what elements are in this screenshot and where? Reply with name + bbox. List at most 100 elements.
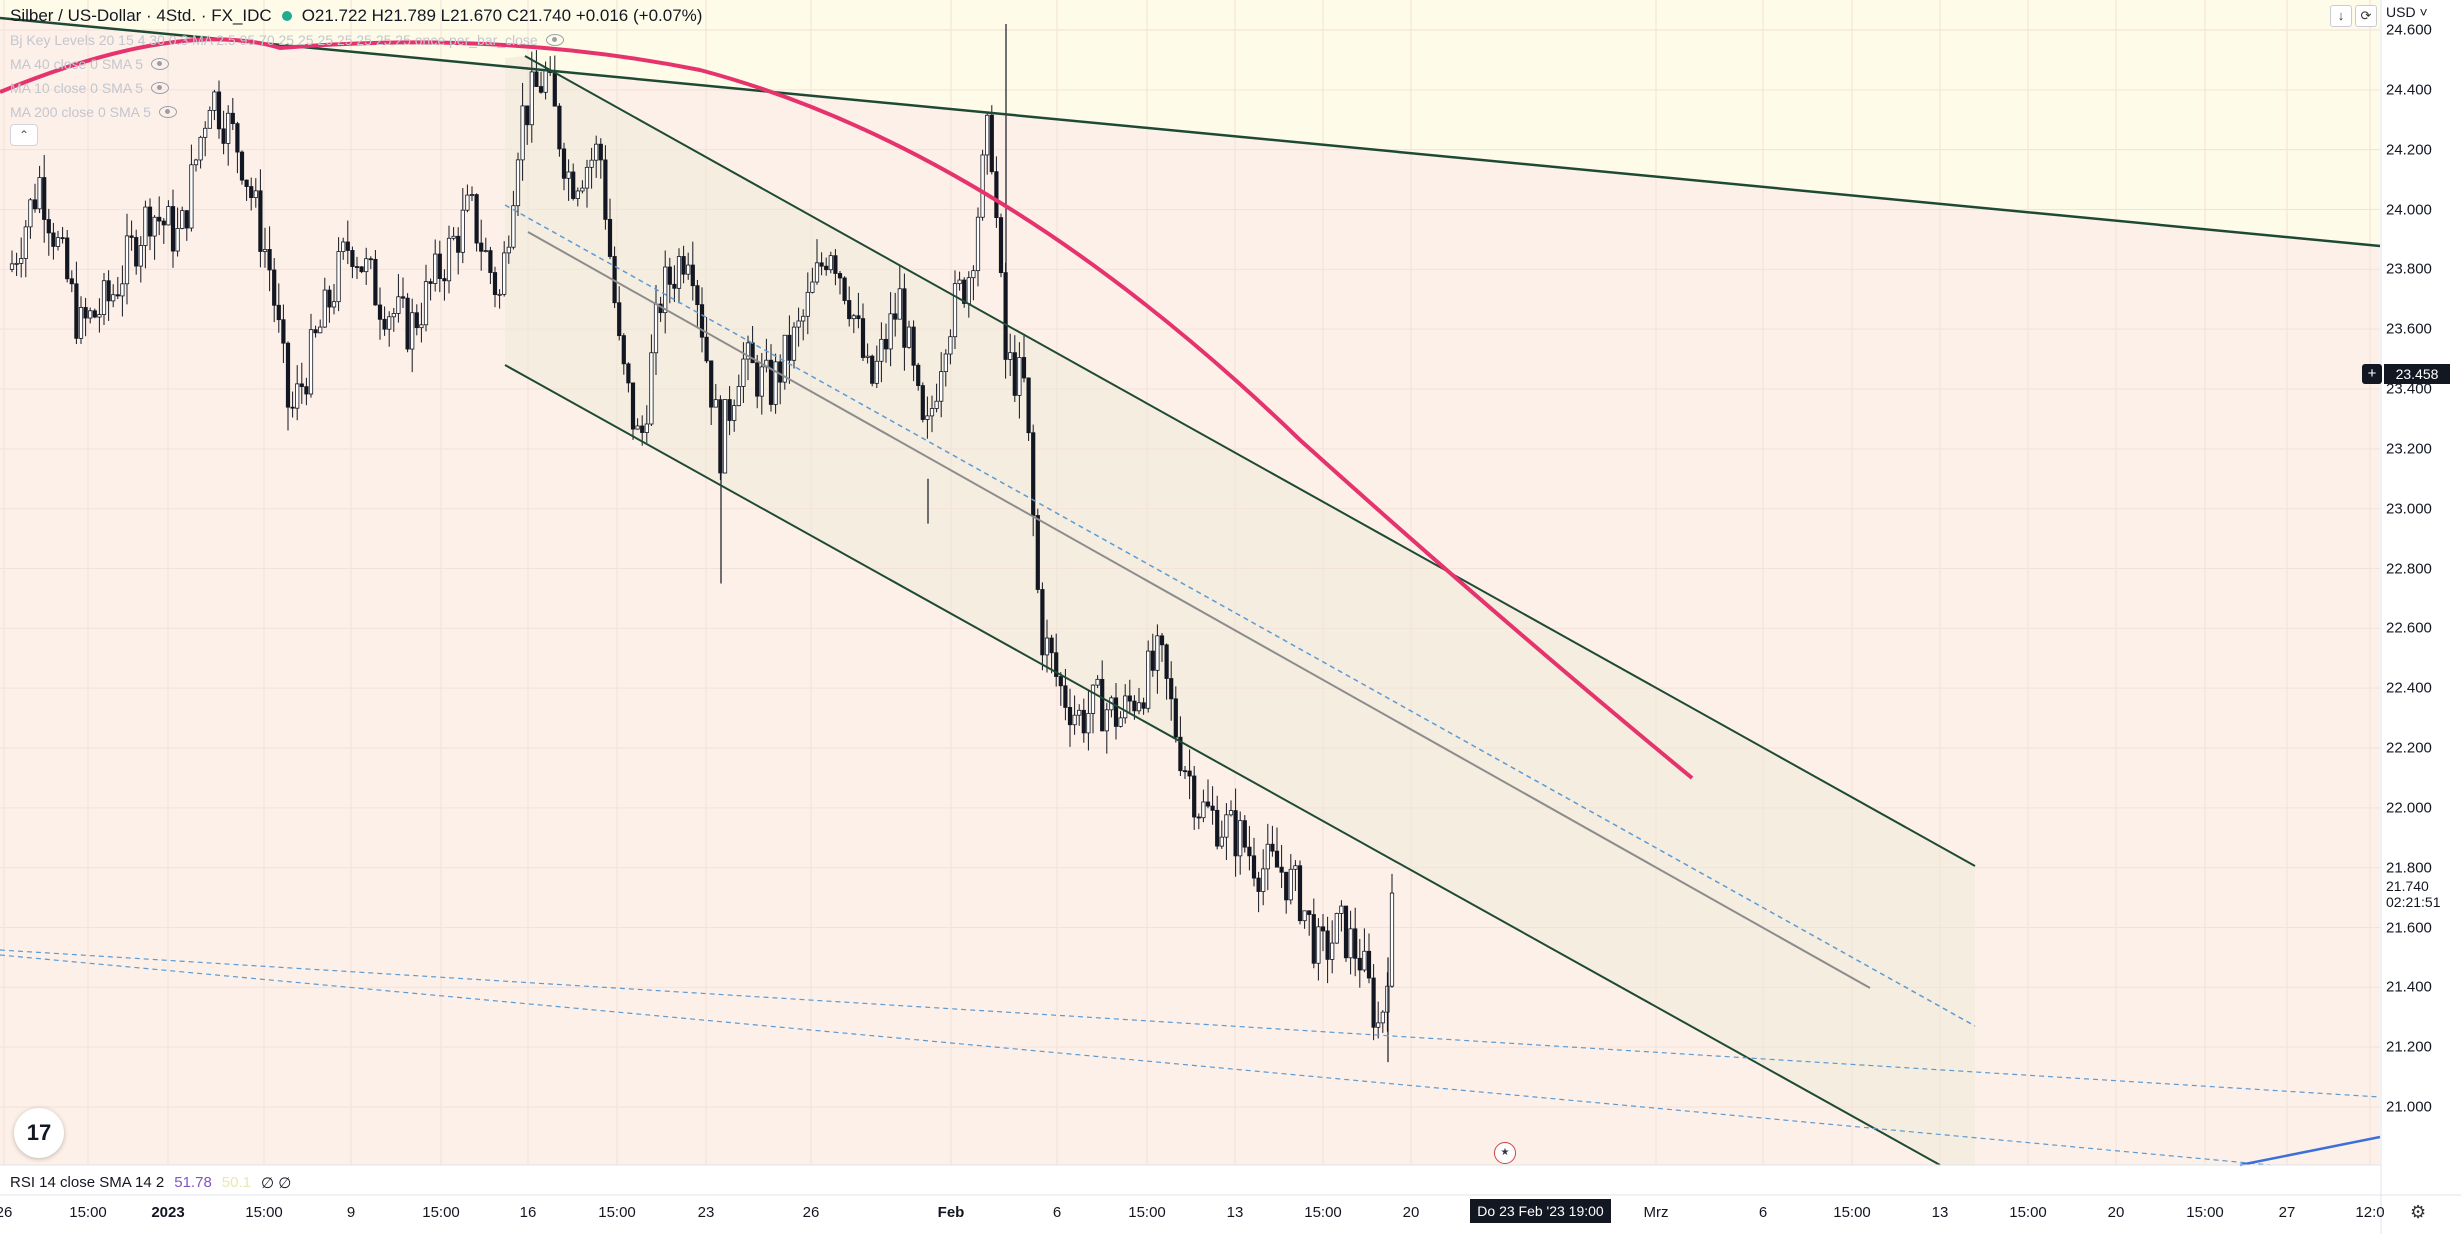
candle-body: [1077, 709, 1082, 716]
price-tick-label: 23.600: [2386, 320, 2432, 338]
candle-body: [686, 264, 691, 275]
blue-trendline[interactable]: [2239, 1135, 2381, 1167]
candle-body: [180, 210, 185, 229]
candle-body: [32, 199, 38, 210]
candle-body: [1201, 801, 1206, 819]
indicator-ma-10[interactable]: MA 10 close 0 SMA 5: [10, 80, 170, 96]
channel-lower-line[interactable]: [504, 364, 1941, 1166]
candle-body: [778, 361, 783, 383]
currency-selector[interactable]: USD ˅: [2386, 4, 2428, 20]
refresh-icon[interactable]: ⟳: [2355, 5, 2377, 27]
candle-body: [1357, 957, 1362, 971]
candle-body: [1210, 805, 1215, 811]
price-tick-label: 23.400: [2386, 380, 2432, 398]
candle-body: [143, 206, 148, 246]
candle-body: [184, 210, 189, 229]
channel-median-line[interactable]: [527, 231, 1871, 989]
candle-body: [42, 177, 47, 220]
plus-icon[interactable]: +: [2362, 364, 2382, 384]
upper-zone: [0, 0, 2380, 246]
rsi-empty: ∅ ∅: [261, 1175, 292, 1192]
candle-body: [1113, 697, 1119, 727]
channel-upper-line[interactable]: [524, 55, 1976, 867]
candle-body: [929, 408, 935, 417]
candle-body: [405, 297, 410, 350]
candle-body: [667, 266, 672, 285]
collapse-legend-button[interactable]: ⌃: [10, 124, 38, 146]
candle-body: [46, 219, 51, 234]
candle-body: [1247, 846, 1252, 857]
candle-body: [603, 159, 608, 220]
gear-icon[interactable]: ⚙: [2410, 1202, 2427, 1222]
candle-body: [713, 399, 718, 408]
download-icon[interactable]: ↓: [2330, 5, 2352, 27]
resistance-trendline[interactable]: [0, 16, 2381, 248]
candle-body: [1311, 914, 1316, 964]
candle-body: [19, 258, 24, 264]
candle-body: [888, 313, 893, 350]
channel-fill: [505, 56, 1975, 1165]
time-tick-label: 26: [0, 1204, 13, 1221]
pink-arc[interactable]: [0, 37, 1694, 780]
symbol-title[interactable]: Silber / US-Dollar · 4Std. · FX_IDC: [10, 6, 272, 25]
time-tick-label: 6: [1758, 1204, 1768, 1221]
indicator-ma-40[interactable]: MA 40 close 0 SMA 5: [10, 56, 170, 72]
candle-body: [1035, 515, 1040, 590]
rsi-legend[interactable]: RSI 14 close SMA 14 2 51.78 50.1 ∅ ∅: [10, 1174, 291, 1192]
candle-body: [709, 360, 714, 408]
price-tick-label: 23.000: [2386, 500, 2432, 518]
candle-body: [847, 300, 852, 320]
candle-body: [216, 91, 222, 130]
candle-body: [791, 326, 797, 361]
eye-icon[interactable]: [151, 82, 170, 94]
candle-body: [1196, 816, 1201, 819]
candle-body: [9, 263, 15, 270]
candle-body: [994, 171, 999, 219]
candle-body: [621, 335, 626, 365]
grid-horizontal: [0, 29, 2380, 1108]
candle-body: [755, 362, 760, 397]
candle-body: [1380, 1011, 1385, 1024]
candle-body: [83, 307, 88, 319]
candle-body: [161, 220, 166, 226]
candle-body: [699, 304, 705, 338]
candle-body: [1330, 942, 1335, 960]
indicator-label: MA 10 close 0 SMA 5: [10, 80, 144, 96]
price-tick-label: 21.000: [2386, 1098, 2432, 1116]
indicator-ma-200[interactable]: MA 200 close 0 SMA 5: [10, 104, 177, 120]
candle-body: [1136, 702, 1142, 712]
candle-body: [111, 294, 116, 302]
candle-body: [1339, 905, 1344, 914]
time-tick-label: 6: [1052, 1204, 1062, 1221]
candle-body: [377, 304, 383, 320]
candle-body: [911, 326, 916, 366]
candle-body: [88, 310, 93, 319]
candle-body: [1302, 910, 1307, 922]
candle-body: [51, 232, 56, 247]
candle-body: [939, 371, 944, 402]
candle-body: [893, 313, 898, 320]
candle-body: [106, 280, 111, 302]
candle-body: [663, 266, 668, 314]
candle-body: [948, 336, 953, 355]
tradingview-logo[interactable]: 17: [14, 1108, 64, 1158]
candle-body: [506, 246, 511, 254]
us-flag-icon[interactable]: ★: [1494, 1142, 1516, 1164]
time-tick-label: 15:00: [1128, 1204, 1166, 1221]
candle-body: [1081, 709, 1086, 734]
channel-dashed-line[interactable]: [504, 204, 1976, 1027]
indicator-key-levels[interactable]: Bj Key Levels 20 15 4 30 0.3 MA 2.5 95 7…: [10, 32, 564, 48]
support-dashed-line-2[interactable]: [0, 954, 2271, 1166]
candle-body: [497, 293, 502, 296]
price-tick-label: 24.400: [2386, 81, 2432, 99]
candle-body: [1371, 977, 1376, 1028]
candle-body: [557, 105, 562, 150]
eye-icon[interactable]: [151, 58, 170, 70]
candle-body: [1284, 871, 1289, 901]
eye-icon[interactable]: [158, 106, 177, 118]
candle-body: [672, 283, 677, 289]
eye-icon[interactable]: [545, 34, 564, 46]
support-dashed-line-1[interactable]: [0, 949, 2381, 1098]
candle-body: [833, 255, 838, 274]
